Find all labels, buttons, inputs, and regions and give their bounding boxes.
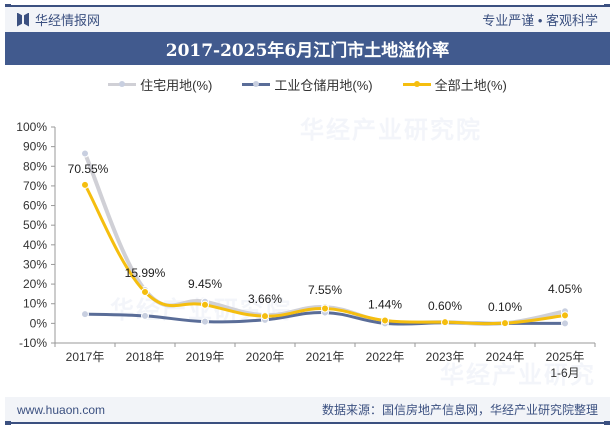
brand: 华经情报网 <box>17 10 100 29</box>
y-tick-label: 10% <box>23 297 47 311</box>
y-tick-label: 100% <box>16 120 47 134</box>
x-tick-label: 2024年 <box>486 350 525 364</box>
data-label: 9.45% <box>188 277 222 291</box>
y-tick-label: 60% <box>23 199 47 213</box>
data-label: 70.55% <box>68 162 109 176</box>
data-point <box>81 180 89 189</box>
watermark: 华经产业研究院 <box>300 117 482 144</box>
data-point <box>501 319 509 328</box>
slogan: 专业严谨 • 客观科学 <box>482 13 598 28</box>
data-point <box>441 318 449 327</box>
y-tick-label: 0% <box>30 316 48 330</box>
legend-item-all-land: 全部土地(%) <box>402 75 507 94</box>
x-tick-label: 2021年 <box>306 350 345 364</box>
data-label: 7.55% <box>308 283 342 297</box>
y-tick-label: -10% <box>19 336 47 350</box>
data-point <box>81 310 89 319</box>
chart-legend: 住宅用地(%) 工业仓储用地(%) 全部土地(%) <box>0 75 615 94</box>
x-tick-label: 2018年 <box>126 350 165 364</box>
y-tick-label: 20% <box>23 277 47 291</box>
legend-label: 住宅用地(%) <box>140 78 213 93</box>
legend-swatch-residential-icon <box>108 81 137 87</box>
legend-swatch-industrial-icon <box>242 81 271 87</box>
data-label: 4.05% <box>548 282 582 296</box>
data-label: 0.60% <box>428 299 462 313</box>
y-tick-label: 90% <box>23 140 47 154</box>
x-tick-label: 2023年 <box>426 350 465 364</box>
x-tick-label: 2019年 <box>186 350 225 364</box>
x-tick-label: 2020年 <box>246 350 285 364</box>
chart-title: 2017-2025年6月江门市土地溢价率 <box>5 32 610 65</box>
data-point <box>561 311 569 320</box>
y-tick-label: 30% <box>23 257 47 271</box>
x-tick-label: 2017年 <box>66 350 105 364</box>
data-point <box>201 317 209 326</box>
data-point <box>141 311 149 320</box>
footer-bar: www.huaon.com 数据来源：国信房地产信息网，华经产业研究院整理 <box>5 397 610 422</box>
website-link[interactable]: www.huaon.com <box>17 402 106 417</box>
data-point <box>321 304 329 313</box>
y-tick-label: 50% <box>23 218 47 232</box>
legend-label: 工业仓储用地(%) <box>274 78 373 93</box>
data-point <box>81 149 89 158</box>
data-source: 数据来源：国信房地产信息网，华经产业研究院整理 <box>321 403 598 417</box>
x-tick-label: 2022年 <box>366 350 405 364</box>
series-line <box>83 151 567 326</box>
data-label: 3.66% <box>248 292 282 306</box>
data-label: 15.99% <box>125 266 166 280</box>
data-point <box>561 319 569 328</box>
bottom-border <box>5 421 610 425</box>
legend-label: 全部土地(%) <box>434 78 507 93</box>
legend-item-industrial: 工业仓储用地(%) <box>242 75 373 94</box>
header-bar: 华经情报网 专业严谨 • 客观科学 <box>5 7 610 32</box>
data-point <box>201 300 209 309</box>
x-tick-label: 1-6月 <box>550 366 579 380</box>
data-label: 0.10% <box>488 300 522 314</box>
brand-name: 华经情报网 <box>35 13 101 28</box>
data-point <box>261 312 269 321</box>
x-tick-label: 2025年 <box>546 350 585 364</box>
y-tick-label: 80% <box>23 159 47 173</box>
legend-swatch-all-land-icon <box>402 81 431 87</box>
y-tick-label: 40% <box>23 238 47 252</box>
data-point <box>381 316 389 325</box>
data-point <box>141 287 149 296</box>
y-tick-label: 70% <box>23 179 47 193</box>
legend-item-residential: 住宅用地(%) <box>108 75 212 94</box>
data-label: 1.44% <box>368 298 402 312</box>
top-border <box>5 4 610 8</box>
